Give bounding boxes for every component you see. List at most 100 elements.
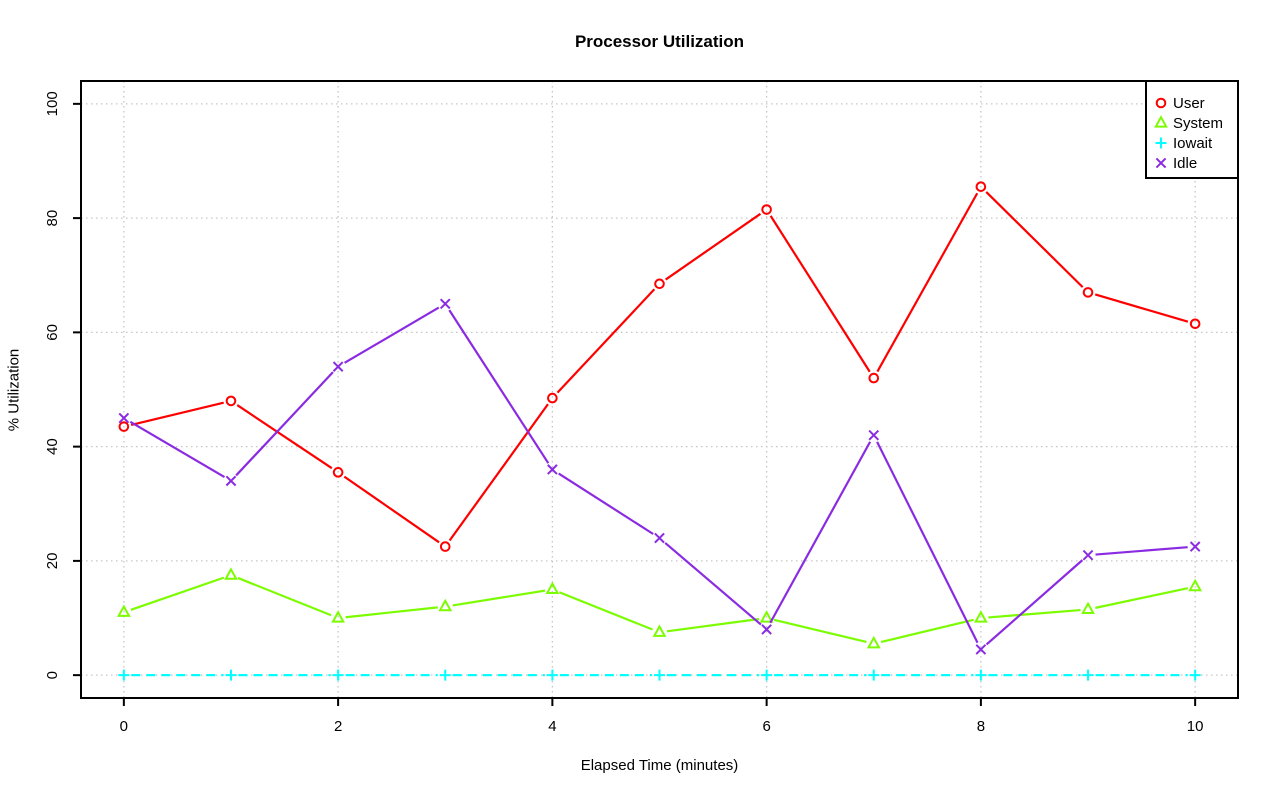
line-segment xyxy=(235,371,334,477)
plus-marker-icon xyxy=(332,669,344,681)
triangle-marker-icon xyxy=(1081,601,1095,615)
line-segment xyxy=(664,542,762,626)
line-segment xyxy=(665,212,762,281)
circle-marker-icon xyxy=(1189,318,1201,330)
plus-marker-icon xyxy=(546,669,558,681)
circle-marker-icon xyxy=(547,392,558,404)
x-marker-icon xyxy=(654,532,665,544)
legend: User System Iowait Idle xyxy=(1145,80,1239,179)
x-tick-label: 8 xyxy=(977,718,985,735)
legend-label: Idle xyxy=(1173,155,1197,172)
circle-marker-icon xyxy=(1155,97,1167,109)
line-segment xyxy=(236,404,333,470)
line-segment xyxy=(769,215,871,373)
x-tick-label: 6 xyxy=(762,718,770,735)
line-segment xyxy=(345,606,438,619)
triangle-marker-icon xyxy=(652,624,667,637)
line-segment xyxy=(130,576,225,611)
x-marker-icon xyxy=(761,624,772,635)
triangle-marker-icon xyxy=(866,635,881,649)
circle-marker-icon xyxy=(118,421,130,432)
circle-marker-icon xyxy=(439,541,451,552)
circle-marker-icon xyxy=(654,278,665,290)
legend-label: User xyxy=(1173,95,1205,112)
line-segment xyxy=(1094,293,1189,323)
line-segment xyxy=(448,309,550,464)
circle-marker-icon xyxy=(1082,287,1094,298)
line-segment xyxy=(769,441,872,624)
line-segment xyxy=(129,420,226,479)
plus-marker-icon xyxy=(761,669,773,681)
y-tick-label: 60 xyxy=(44,324,61,341)
line-segment xyxy=(344,306,440,364)
y-tick-label: 80 xyxy=(44,210,61,227)
x-marker-icon xyxy=(332,361,344,372)
legend-item-user: User xyxy=(1155,95,1205,112)
x-axis-label: Elapsed Time (minutes) xyxy=(580,757,739,774)
line-segment xyxy=(988,608,1081,619)
legend-item-idle: Idle xyxy=(1155,155,1197,172)
line-segment xyxy=(1095,587,1189,609)
circle-marker-icon xyxy=(761,204,772,215)
line-segment xyxy=(556,288,656,394)
plus-marker-icon xyxy=(1082,669,1094,681)
y-axis: 0 20 40 60 80 100 xyxy=(44,91,81,679)
triangle-marker-icon xyxy=(759,610,774,623)
series-iowait xyxy=(118,669,1201,681)
line-segment xyxy=(985,191,1084,288)
y-tick-label: 20 xyxy=(44,553,61,570)
line-segment xyxy=(876,192,979,373)
x-marker-icon xyxy=(225,475,237,487)
line-segment xyxy=(876,441,979,644)
plus-marker-icon xyxy=(975,669,987,681)
line-segment xyxy=(448,403,549,542)
line-segment xyxy=(452,589,546,607)
x-marker-icon xyxy=(1082,549,1094,561)
x-marker-icon xyxy=(547,464,558,475)
circle-marker-icon xyxy=(868,372,880,384)
legend-item-system: System xyxy=(1154,115,1223,132)
line-segment xyxy=(773,618,867,644)
x-tick-label: 10 xyxy=(1187,718,1204,735)
triangle-marker-icon xyxy=(331,610,346,623)
gridlines xyxy=(81,81,1238,698)
legend-label: System xyxy=(1173,115,1223,132)
triangle-marker-icon xyxy=(1154,115,1168,128)
x-marker-icon xyxy=(439,298,451,310)
series-system xyxy=(116,567,1203,649)
circle-marker-icon xyxy=(225,395,237,407)
x-marker-icon xyxy=(868,429,880,441)
series-user xyxy=(118,181,1201,552)
circle-marker-icon xyxy=(332,467,344,478)
plus-marker-icon xyxy=(439,669,451,681)
x-marker-icon xyxy=(975,644,987,655)
x-marker-icon xyxy=(1155,157,1167,169)
triangle-marker-icon xyxy=(545,581,560,595)
triangle-marker-icon xyxy=(116,604,131,617)
legend-item-iowait: Iowait xyxy=(1155,135,1213,152)
triangle-marker-icon xyxy=(1188,578,1203,592)
line-segment xyxy=(558,472,654,535)
triangle-marker-icon xyxy=(973,610,988,623)
plus-marker-icon xyxy=(1155,137,1167,149)
plus-marker-icon xyxy=(1189,669,1201,681)
x-tick-label: 0 xyxy=(120,718,128,735)
y-tick-label: 0 xyxy=(44,671,61,679)
chart-title: Processor Utilization xyxy=(574,32,745,51)
line-segment xyxy=(130,401,224,426)
line-segment xyxy=(880,618,974,644)
circle-marker-icon xyxy=(975,181,987,192)
x-marker-icon xyxy=(118,412,130,424)
x-axis: 0 2 4 6 8 10 xyxy=(120,698,1204,735)
triangle-marker-icon xyxy=(438,598,453,612)
x-tick-label: 4 xyxy=(548,718,556,735)
line-segment xyxy=(985,559,1084,646)
plus-marker-icon xyxy=(868,669,880,681)
line-segment xyxy=(343,475,440,544)
legend-label: Iowait xyxy=(1173,135,1213,152)
plus-marker-icon xyxy=(118,669,130,681)
line-segment xyxy=(1095,546,1188,556)
series-idle xyxy=(118,298,1201,655)
